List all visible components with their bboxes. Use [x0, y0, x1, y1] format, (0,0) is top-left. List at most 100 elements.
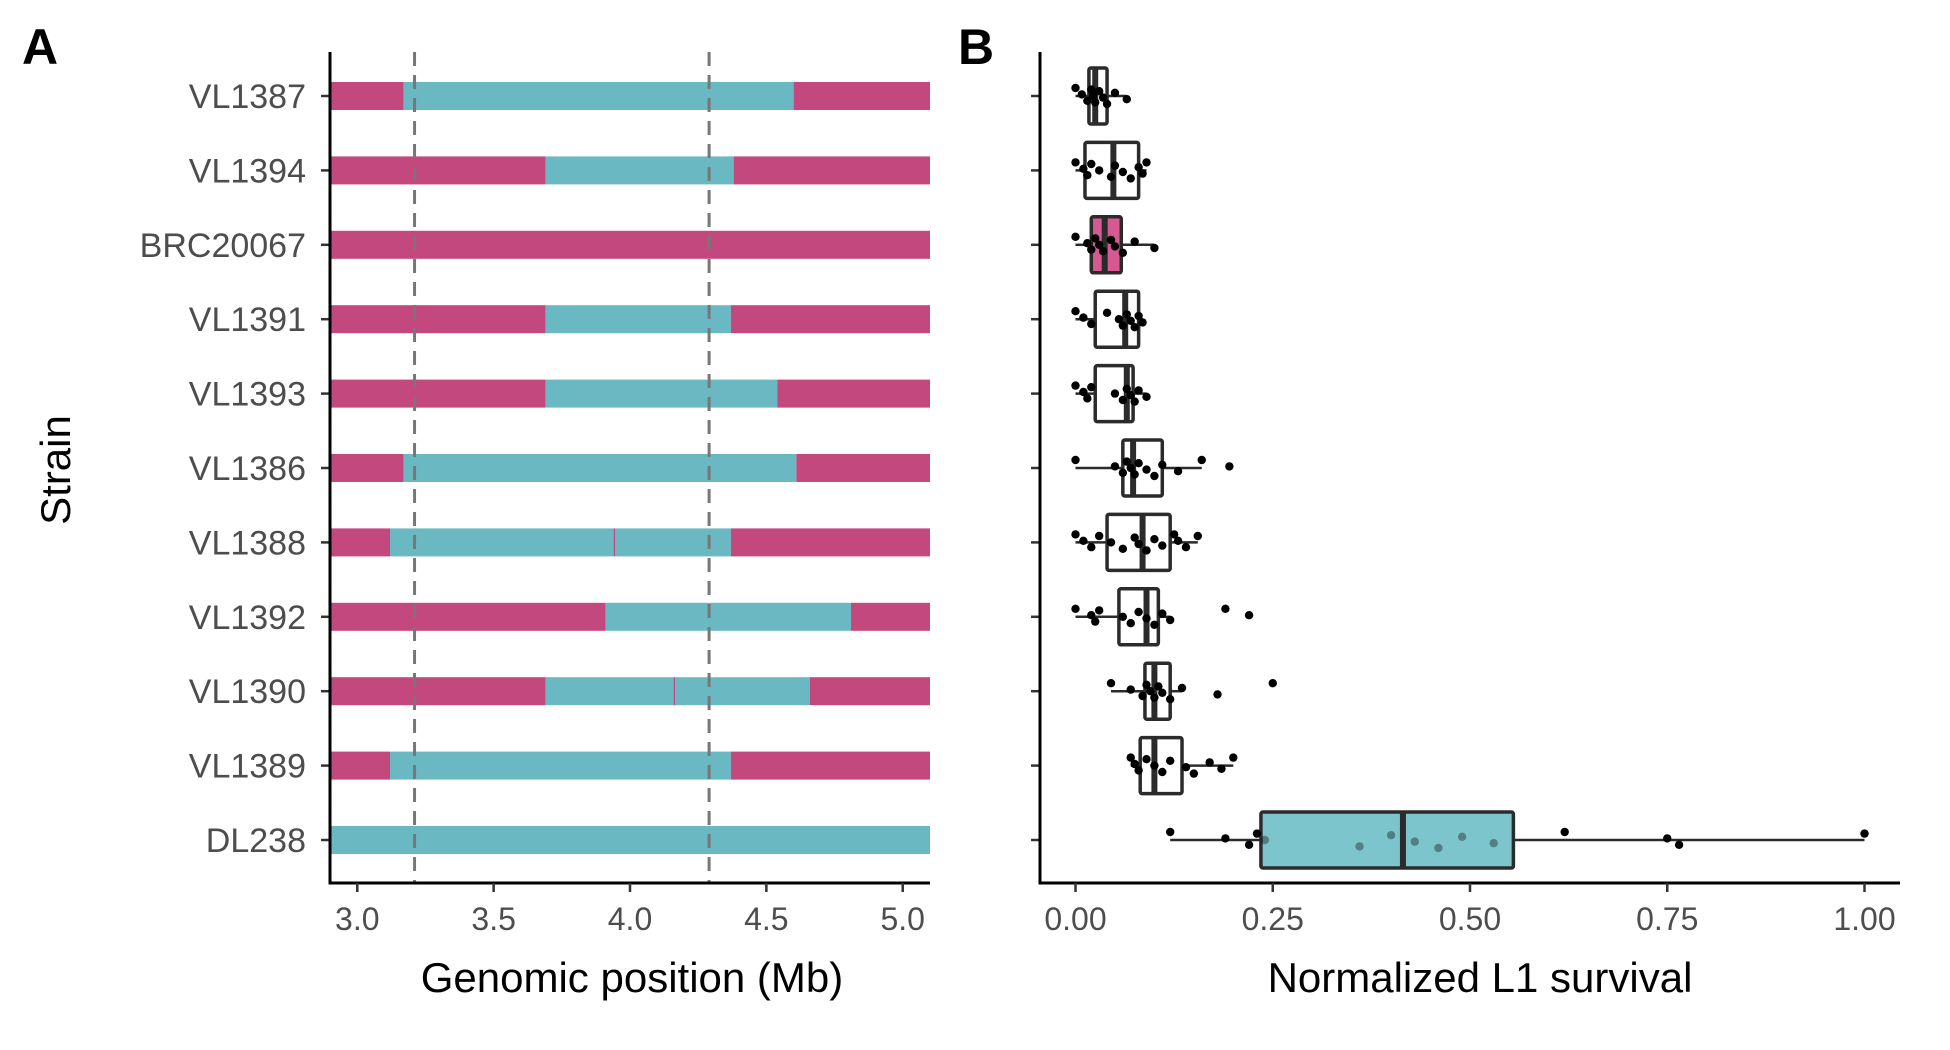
point-dl238-11 — [1560, 827, 1569, 837]
strain-labels: VL1387 VL1394 BRC20067 VL1391 VL1393 VL1386 VL… — [140, 78, 306, 860]
segment-vl1391-1 — [545, 305, 731, 334]
panel-b-x-axis-title: Normalized L1 survival — [1268, 954, 1693, 1001]
boxplot-vl1388 — [1071, 512, 1202, 573]
point-vl1387-1 — [1077, 90, 1087, 99]
segment-vl1386-2 — [796, 454, 930, 482]
point-vl1388-1 — [1079, 536, 1088, 545]
point-dl238-3 — [1252, 829, 1262, 838]
point-vl1386-1 — [1110, 462, 1120, 471]
segment-vl1394-0 — [330, 156, 546, 185]
point-vl1388-6 — [1130, 533, 1139, 542]
x-tick-label-a-0: 3.0 — [335, 901, 379, 937]
point-brc20067-5 — [1098, 247, 1108, 256]
segment-vl1392-2 — [850, 602, 930, 631]
point-dl238-2 — [1244, 840, 1254, 849]
panel-a-x-axis-title: Genomic position (Mb) — [421, 954, 843, 1001]
strain-label-vl1393: VL1393 — [189, 376, 306, 414]
point-vl1389-10 — [1217, 764, 1226, 773]
point-vl1394-0 — [1071, 158, 1080, 167]
segment-vl1391-0 — [330, 305, 546, 334]
segment-vl1388-0 — [330, 528, 390, 557]
point-brc20067-2 — [1087, 245, 1096, 254]
point-vl1388-14 — [1193, 531, 1202, 541]
x-tick-label-b-1: 0.25 — [1242, 901, 1304, 937]
point-dl238-4 — [1260, 835, 1270, 845]
segment-vl1388-2 — [613, 528, 616, 557]
point-vl1390-0 — [1106, 679, 1116, 688]
point-vl1393-6 — [1122, 384, 1131, 393]
point-vl1394-2 — [1083, 171, 1092, 180]
point-vl1393-4 — [1110, 389, 1120, 398]
point-vl1387-8 — [1102, 99, 1112, 109]
point-vl1393-10 — [1142, 392, 1151, 401]
point-vl1388-12 — [1173, 536, 1183, 545]
boxplot-vl1391 — [1071, 289, 1147, 349]
segment-vl1386-0 — [330, 454, 404, 482]
point-vl1393-8 — [1130, 397, 1139, 406]
x-tick-label-b-0: 0.00 — [1044, 901, 1106, 937]
point-vl1392-1 — [1087, 611, 1096, 620]
point-vl1387-9 — [1110, 88, 1120, 98]
segment-vl1390-2 — [673, 677, 676, 706]
point-vl1391-2 — [1087, 319, 1096, 329]
x-tick-label-b-3: 0.75 — [1636, 901, 1698, 937]
point-vl1389-8 — [1189, 769, 1199, 778]
point-vl1390-11 — [1268, 679, 1277, 688]
segment-vl1390-0 — [330, 677, 546, 706]
point-vl1392-11 — [1221, 604, 1230, 613]
point-dl238-7 — [1410, 837, 1419, 846]
point-dl238-13 — [1674, 840, 1684, 849]
strain-label-vl1386: VL1386 — [189, 450, 306, 488]
segment-vl1389-2 — [730, 751, 930, 780]
point-vl1390-10 — [1213, 690, 1222, 699]
point-vl1390-1 — [1126, 685, 1135, 694]
point-vl1394-6 — [1110, 161, 1120, 170]
point-vl1390-5 — [1150, 693, 1159, 702]
point-vl1392-2 — [1091, 617, 1100, 626]
point-vl1390-3 — [1142, 680, 1151, 689]
point-vl1388-4 — [1106, 538, 1116, 547]
point-vl1390-6 — [1154, 682, 1163, 691]
point-dl238-5 — [1355, 842, 1364, 851]
point-dl238-6 — [1386, 831, 1396, 840]
point-vl1389-9 — [1205, 758, 1214, 767]
point-dl238-12 — [1663, 834, 1672, 843]
point-vl1386-8 — [1150, 471, 1159, 481]
point-vl1393-1 — [1079, 387, 1088, 397]
point-vl1388-0 — [1071, 530, 1080, 539]
point-vl1389-4 — [1150, 761, 1159, 770]
boxplot-brc20067 — [1071, 215, 1159, 275]
strain-label-vl1392: VL1392 — [189, 599, 306, 637]
point-vl1391-6 — [1122, 310, 1131, 319]
point-vl1388-9 — [1150, 535, 1159, 544]
segment-vl1389-0 — [330, 751, 390, 780]
point-vl1389-2 — [1134, 766, 1143, 775]
point-vl1391-7 — [1126, 316, 1135, 325]
strain-label-vl1389: VL1389 — [189, 748, 306, 786]
point-vl1388-11 — [1169, 530, 1179, 539]
point-vl1387-0 — [1071, 83, 1080, 93]
point-vl1386-7 — [1142, 465, 1151, 474]
point-vl1391-4 — [1114, 315, 1124, 324]
segment-vl1388-1 — [390, 528, 614, 557]
point-vl1390-4 — [1146, 687, 1155, 696]
point-vl1392-5 — [1126, 619, 1135, 628]
point-vl1390-7 — [1158, 688, 1167, 697]
point-vl1391-10 — [1138, 318, 1147, 327]
point-vl1386-0 — [1071, 455, 1080, 465]
segment-brc20067-0 — [330, 230, 930, 259]
panel-a-letter: A — [22, 19, 58, 75]
strain-label-vl1390: VL1390 — [189, 673, 306, 711]
point-vl1388-5 — [1118, 544, 1128, 553]
x-tick-label-a-2: 4.0 — [608, 901, 652, 937]
segment-vl1387-2 — [793, 82, 930, 110]
boxplot-vl1392 — [1071, 587, 1254, 647]
point-vl1387-2 — [1083, 96, 1092, 106]
segment-vl1389-1 — [390, 751, 731, 780]
x-tick-label-a-4: 5.0 — [880, 901, 924, 937]
point-vl1391-5 — [1118, 321, 1128, 330]
point-dl238-14 — [1860, 829, 1869, 838]
point-vl1387-5 — [1091, 98, 1100, 107]
